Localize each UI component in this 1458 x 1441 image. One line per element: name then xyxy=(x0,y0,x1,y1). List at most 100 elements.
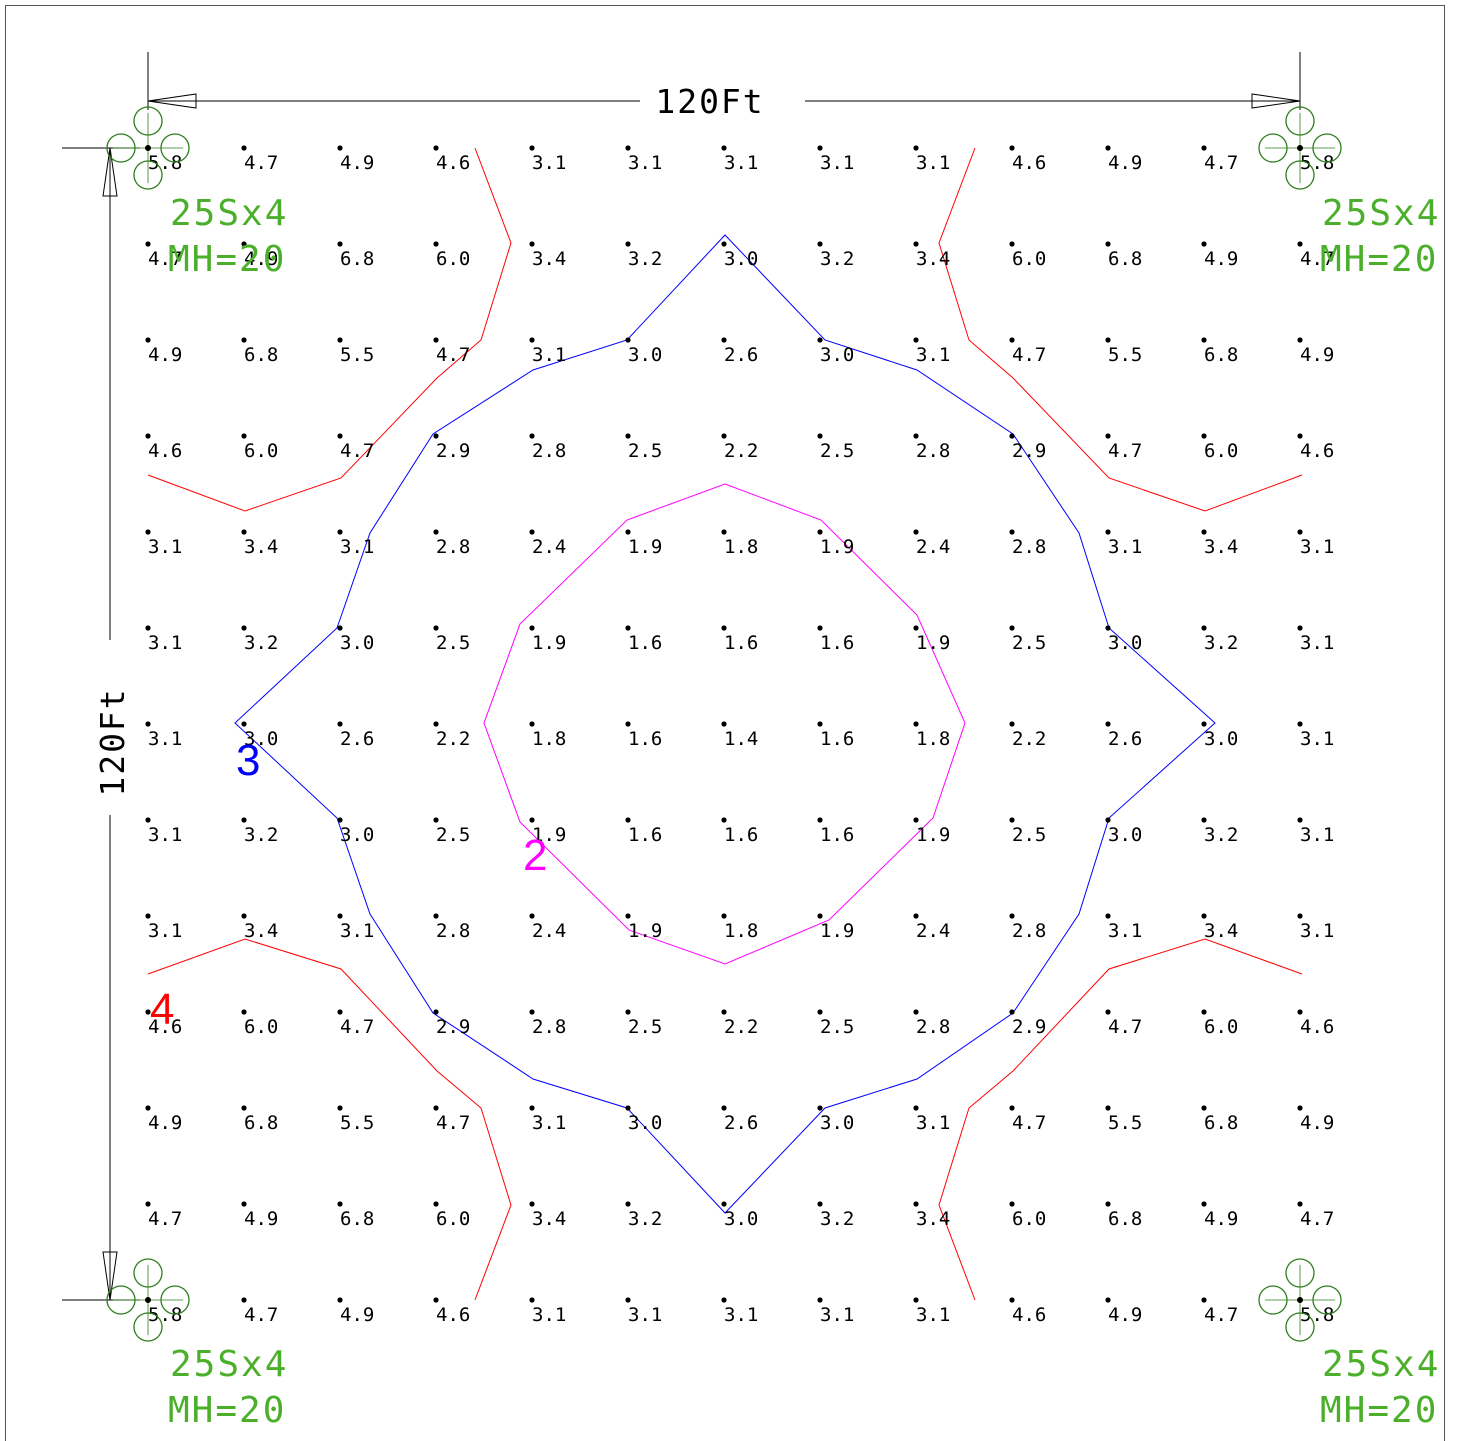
grid-point-r2-c1 xyxy=(241,337,247,343)
grid-value-r7-c9: 2.5 xyxy=(1012,824,1046,846)
grid-value-r0-c3: 4.6 xyxy=(436,152,470,174)
grid-value-r0-c5: 3.1 xyxy=(628,152,662,174)
grid-value-r12-c4: 3.1 xyxy=(532,1304,566,1326)
top-dimension-label: 120Ft xyxy=(655,82,764,121)
grid-point-r6-c12 xyxy=(1297,721,1303,727)
grid-value-r6-c4: 1.8 xyxy=(532,728,566,750)
grid-value-r4-c9: 2.8 xyxy=(1012,536,1046,558)
grid-value-r2-c0: 4.9 xyxy=(148,344,182,366)
grid-value-r0-c9: 4.6 xyxy=(1012,152,1046,174)
grid-point-r12-c10 xyxy=(1105,1297,1111,1303)
grid-value-r11-c2: 6.8 xyxy=(340,1208,374,1230)
grid-point-r8-c1 xyxy=(241,913,247,919)
grid-point-r2-c6 xyxy=(721,337,727,343)
grid-point-r4-c8 xyxy=(913,529,919,535)
grid-value-r10-c3: 4.7 xyxy=(436,1112,470,1134)
grid-value-r6-c5: 1.6 xyxy=(628,728,662,750)
grid-value-r7-c5: 1.6 xyxy=(628,824,662,846)
grid-value-r3-c6: 2.2 xyxy=(724,440,758,462)
grid-point-r9-c9 xyxy=(1009,1009,1015,1015)
grid-value-r4-c2: 3.1 xyxy=(340,536,374,558)
grid-point-r5-c8 xyxy=(913,625,919,631)
grid-point-r7-c9 xyxy=(1009,817,1015,823)
grid-value-r7-c8: 1.9 xyxy=(916,824,950,846)
grid-point-r9-c2 xyxy=(337,1009,343,1015)
grid-value-r10-c4: 3.1 xyxy=(532,1112,566,1134)
grid-value-r6-c9: 2.2 xyxy=(1012,728,1046,750)
grid-point-r5-c4 xyxy=(529,625,535,631)
grid-point-r11-c9 xyxy=(1009,1201,1015,1207)
grid-point-r7-c4 xyxy=(529,817,535,823)
grid-value-r5-c6: 1.6 xyxy=(724,632,758,654)
grid-value-r4-c10: 3.1 xyxy=(1108,536,1142,558)
grid-value-r5-c5: 1.6 xyxy=(628,632,662,654)
grid-point-r0-c7 xyxy=(817,145,823,151)
grid-point-r11-c10 xyxy=(1105,1201,1111,1207)
grid-value-r0-c11: 4.7 xyxy=(1204,152,1238,174)
grid-point-r3-c4 xyxy=(529,433,535,439)
grid-point-r12-c11 xyxy=(1201,1297,1207,1303)
grid-value-r9-c11: 6.0 xyxy=(1204,1016,1238,1038)
grid-point-r2-c5 xyxy=(625,337,631,343)
grid-point-r4-c2 xyxy=(337,529,343,535)
grid-point-r2-c2 xyxy=(337,337,343,343)
grid-point-r1-c11 xyxy=(1201,241,1207,247)
grid-value-r2-c3: 4.7 xyxy=(436,344,470,366)
grid-value-r1-c4: 3.4 xyxy=(532,248,566,270)
grid-value-r5-c1: 3.2 xyxy=(244,632,278,654)
grid-point-r5-c9 xyxy=(1009,625,1015,631)
grid-point-r3-c9 xyxy=(1009,433,1015,439)
grid-point-r1-c0 xyxy=(145,241,151,247)
pole-icon xyxy=(145,145,151,151)
grid-point-r10-c2 xyxy=(337,1105,343,1111)
grid-value-r3-c9: 2.9 xyxy=(1012,440,1046,462)
grid-point-r4-c3 xyxy=(433,529,439,535)
grid-point-r9-c8 xyxy=(913,1009,919,1015)
grid-value-r5-c10: 3.0 xyxy=(1108,632,1142,654)
grid-value-r11-c11: 4.9 xyxy=(1204,1208,1238,1230)
grid-value-r8-c1: 3.4 xyxy=(244,920,278,942)
grid-value-r10-c2: 5.5 xyxy=(340,1112,374,1134)
grid-point-r11-c5 xyxy=(625,1201,631,1207)
grid-point-r11-c3 xyxy=(433,1201,439,1207)
grid-value-r0-c2: 4.9 xyxy=(340,152,374,174)
grid-point-r8-c5 xyxy=(625,913,631,919)
left-dim-arrow-top xyxy=(102,147,118,197)
grid-point-r12-c7 xyxy=(817,1297,823,1303)
grid-point-r7-c5 xyxy=(625,817,631,823)
grid-point-r11-c12 xyxy=(1297,1201,1303,1207)
grid-value-r12-c9: 4.6 xyxy=(1012,1304,1046,1326)
grid-point-r4-c0 xyxy=(145,529,151,535)
grid-value-r10-c6: 2.6 xyxy=(724,1112,758,1134)
grid-point-r1-c4 xyxy=(529,241,535,247)
grid-value-r11-c7: 3.2 xyxy=(820,1208,854,1230)
grid-point-r8-c8 xyxy=(913,913,919,919)
grid-value-r5-c8: 1.9 xyxy=(916,632,950,654)
grid-point-r8-c7 xyxy=(817,913,823,919)
grid-point-r6-c2 xyxy=(337,721,343,727)
grid-point-r6-c7 xyxy=(817,721,823,727)
grid-value-r8-c9: 2.8 xyxy=(1012,920,1046,942)
grid-point-r7-c1 xyxy=(241,817,247,823)
grid-value-r1-c2: 6.8 xyxy=(340,248,374,270)
grid-value-r10-c12: 4.9 xyxy=(1300,1112,1334,1134)
grid-value-r10-c0: 4.9 xyxy=(148,1112,182,1134)
grid-value-r7-c2: 3.0 xyxy=(340,824,374,846)
grid-point-r9-c11 xyxy=(1201,1009,1207,1015)
grid-point-r10-c10 xyxy=(1105,1105,1111,1111)
illuminance-grid: 5.8 4.7 4.9 4.6 3.1 3.1 3.1 3.1 3.1 4.6 4.9 4.7 5.8 4… xyxy=(145,145,1334,1326)
grid-value-r6-c0: 3.1 xyxy=(148,728,182,750)
grid-value-r2-c11: 6.8 xyxy=(1204,344,1238,366)
grid-value-r7-c0: 3.1 xyxy=(148,824,182,846)
grid-value-r5-c12: 3.1 xyxy=(1300,632,1334,654)
grid-point-r0-c9 xyxy=(1009,145,1015,151)
grid-point-r4-c1 xyxy=(241,529,247,535)
grid-point-r4-c12 xyxy=(1297,529,1303,535)
grid-point-r9-c6 xyxy=(721,1009,727,1015)
grid-value-r10-c10: 5.5 xyxy=(1108,1112,1142,1134)
grid-value-r1-c10: 6.8 xyxy=(1108,248,1142,270)
grid-point-r7-c0 xyxy=(145,817,151,823)
grid-value-r1-c9: 6.0 xyxy=(1012,248,1046,270)
grid-point-r8-c11 xyxy=(1201,913,1207,919)
grid-value-r10-c7: 3.0 xyxy=(820,1112,854,1134)
